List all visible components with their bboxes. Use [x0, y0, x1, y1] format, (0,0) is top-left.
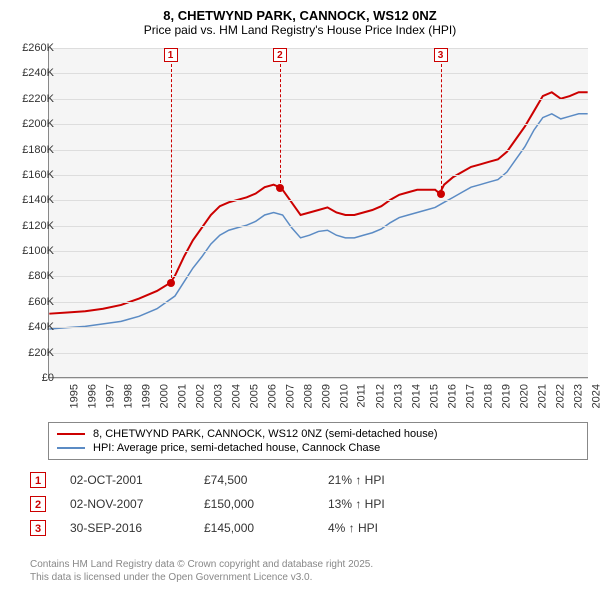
marker-box-3: 3 — [434, 48, 448, 62]
transaction-date: 30-SEP-2016 — [70, 521, 180, 535]
x-axis-label: 2017 — [464, 384, 476, 408]
x-axis-label: 2001 — [176, 384, 188, 408]
footer-line1: Contains HM Land Registry data © Crown c… — [30, 558, 588, 571]
x-axis-label: 2010 — [338, 384, 350, 408]
page-container: 8, CHETWYND PARK, CANNOCK, WS12 0NZ Pric… — [0, 0, 600, 590]
chart-title-block: 8, CHETWYND PARK, CANNOCK, WS12 0NZ Pric… — [0, 0, 600, 41]
y-axis-label: £100K — [22, 245, 54, 257]
y-axis-label: £0 — [42, 372, 54, 384]
table-row: 1 02-OCT-2001 £74,500 21% ↑ HPI — [30, 468, 588, 492]
x-axis-label: 2013 — [392, 384, 404, 408]
y-axis-label: £60K — [28, 296, 54, 308]
y-axis-label: £260K — [22, 42, 54, 54]
x-axis-label: 2000 — [158, 384, 170, 408]
x-axis-label: 1998 — [122, 384, 134, 408]
x-axis-label: 2024 — [590, 384, 600, 408]
marker-badge-1: 1 — [30, 472, 46, 488]
transaction-date: 02-NOV-2007 — [70, 497, 180, 511]
series-line-price_paid — [49, 92, 587, 313]
x-axis-label: 1999 — [140, 384, 152, 408]
marker-dot — [437, 190, 445, 198]
x-axis-label: 1995 — [68, 384, 80, 408]
y-axis-label: £80K — [28, 270, 54, 282]
transaction-pct: 13% ↑ HPI — [328, 497, 448, 511]
x-axis-label: 2012 — [374, 384, 386, 408]
y-axis-label: £40K — [28, 321, 54, 333]
transaction-price: £74,500 — [204, 473, 304, 487]
marker-dot — [167, 279, 175, 287]
y-axis-label: £140K — [22, 194, 54, 206]
x-axis-label: 2018 — [482, 384, 494, 408]
series-line-hpi — [49, 114, 587, 329]
x-axis-label: 2011 — [356, 384, 368, 408]
transaction-price: £150,000 — [204, 497, 304, 511]
marker-badge-2: 2 — [30, 496, 46, 512]
x-axis-label: 2022 — [554, 384, 566, 408]
table-row: 3 30-SEP-2016 £145,000 4% ↑ HPI — [30, 516, 588, 540]
x-axis-label: 2007 — [284, 384, 296, 408]
chart-legend: 8, CHETWYND PARK, CANNOCK, WS12 0NZ (sem… — [48, 422, 588, 460]
x-axis-label: 2014 — [410, 384, 422, 408]
marker-box-2: 2 — [273, 48, 287, 62]
marker-line — [280, 64, 281, 188]
y-axis-label: £160K — [22, 169, 54, 181]
x-axis-label: 2020 — [518, 384, 530, 408]
marker-line — [171, 64, 172, 283]
title-line2: Price paid vs. HM Land Registry's House … — [0, 23, 600, 37]
x-axis-label: 2016 — [446, 384, 458, 408]
table-row: 2 02-NOV-2007 £150,000 13% ↑ HPI — [30, 492, 588, 516]
transactions-table: 1 02-OCT-2001 £74,500 21% ↑ HPI 2 02-NOV… — [30, 468, 588, 540]
legend-swatch-price-paid — [57, 433, 85, 435]
x-axis-label: 2019 — [500, 384, 512, 408]
legend-label-hpi: HPI: Average price, semi-detached house,… — [93, 442, 380, 454]
legend-row-price-paid: 8, CHETWYND PARK, CANNOCK, WS12 0NZ (sem… — [57, 427, 579, 441]
y-axis-label: £120K — [22, 220, 54, 232]
y-axis-label: £240K — [22, 67, 54, 79]
x-axis-label: 2002 — [194, 384, 206, 408]
x-axis-label: 1997 — [104, 384, 116, 408]
transaction-price: £145,000 — [204, 521, 304, 535]
legend-label-price-paid: 8, CHETWYND PARK, CANNOCK, WS12 0NZ (sem… — [93, 428, 438, 440]
marker-line — [441, 64, 442, 194]
transaction-date: 02-OCT-2001 — [70, 473, 180, 487]
x-axis-label: 2021 — [536, 384, 548, 408]
x-axis-label: 2015 — [428, 384, 440, 408]
x-axis-label: 2003 — [212, 384, 224, 408]
x-axis-label: 2005 — [248, 384, 260, 408]
marker-badge-3: 3 — [30, 520, 46, 536]
x-axis-label: 1996 — [86, 384, 98, 408]
y-axis-label: £180K — [22, 144, 54, 156]
x-axis-label: 2004 — [230, 384, 242, 408]
y-axis-label: £220K — [22, 93, 54, 105]
legend-row-hpi: HPI: Average price, semi-detached house,… — [57, 441, 579, 455]
marker-box-1: 1 — [164, 48, 178, 62]
chart-plot-area: 1 2 3 — [48, 48, 588, 378]
x-axis-label: 2008 — [302, 384, 314, 408]
y-axis-label: £20K — [28, 347, 54, 359]
legend-swatch-hpi — [57, 447, 85, 449]
x-axis-label: 2006 — [266, 384, 278, 408]
x-axis-label: 2009 — [320, 384, 332, 408]
x-axis-label: 2023 — [572, 384, 584, 408]
transaction-pct: 21% ↑ HPI — [328, 473, 448, 487]
title-line1: 8, CHETWYND PARK, CANNOCK, WS12 0NZ — [0, 8, 600, 23]
footer-line2: This data is licensed under the Open Gov… — [30, 571, 588, 584]
footer-attribution: Contains HM Land Registry data © Crown c… — [30, 558, 588, 584]
y-axis-label: £200K — [22, 118, 54, 130]
marker-dot — [276, 184, 284, 192]
transaction-pct: 4% ↑ HPI — [328, 521, 448, 535]
